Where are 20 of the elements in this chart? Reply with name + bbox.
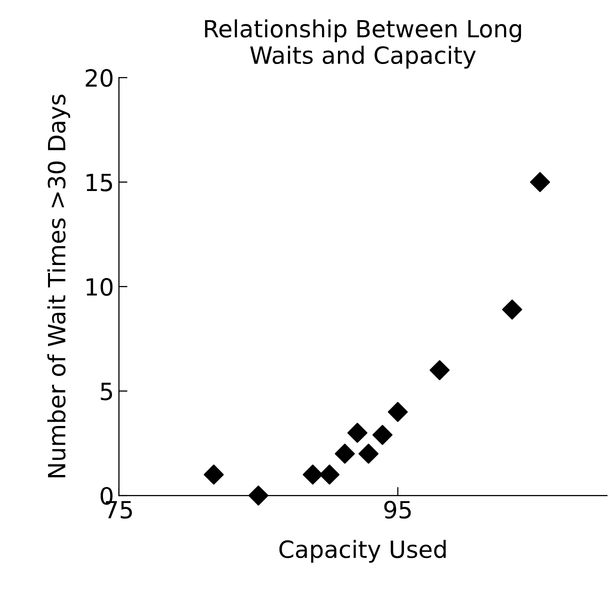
y-tick-label: 5 [100,382,112,400]
point [302,464,323,485]
point [358,444,379,464]
point [530,172,550,192]
y-tick-label: 15 [86,174,112,192]
point [347,422,368,443]
x-tick-label: 95 [384,500,411,519]
y-tick-label: 20 [86,69,113,87]
point [430,360,450,380]
point [204,464,224,485]
y-tick-label: 10 [86,278,113,296]
point [372,424,392,445]
y-axis-title: Number of Wait Times >30 Days [47,94,70,478]
point [388,402,408,422]
x-axis-title: Capacity Used [279,540,446,563]
chart-title: Relationship Between Long Waits and Capacity [205,19,521,69]
point [502,300,522,320]
point [334,444,355,464]
point [248,486,268,506]
point [319,464,340,485]
